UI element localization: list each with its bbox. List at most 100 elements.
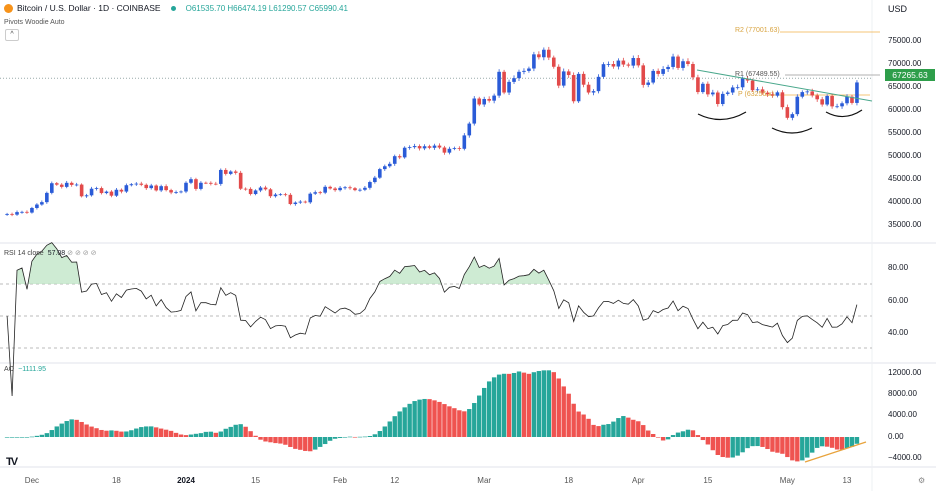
candle-body bbox=[94, 188, 99, 189]
ao-bar bbox=[64, 421, 69, 437]
candle-body bbox=[387, 163, 392, 167]
ao-bar bbox=[367, 436, 373, 437]
ao-bar bbox=[472, 403, 477, 437]
candle-body bbox=[15, 212, 19, 215]
rsi-tick-label: 80.00 bbox=[888, 263, 909, 272]
symbol-header[interactable]: Bitcoin / U.S. Dollar · 1D · COINBASE O6… bbox=[4, 3, 348, 13]
candle-body bbox=[402, 147, 407, 158]
candle-body bbox=[273, 194, 278, 197]
candle-body bbox=[397, 156, 402, 158]
candle-body bbox=[750, 80, 755, 91]
candle-body bbox=[20, 211, 24, 213]
candle-body bbox=[621, 60, 626, 65]
ao-bar bbox=[576, 411, 581, 437]
indicator-label[interactable]: Pivots Woodie Auto bbox=[4, 19, 65, 26]
ao-bar bbox=[283, 437, 288, 445]
candle-body bbox=[517, 71, 521, 79]
ao-bar bbox=[720, 437, 725, 458]
ao-bar bbox=[462, 411, 467, 437]
candle-body bbox=[765, 92, 770, 95]
candle-body bbox=[209, 182, 213, 184]
candle-body bbox=[238, 172, 243, 189]
candle-body bbox=[10, 213, 14, 215]
ao-bar bbox=[541, 370, 547, 437]
ao-bar bbox=[655, 437, 661, 438]
time-axis-label: 15 bbox=[703, 476, 713, 485]
ao-legend[interactable]: AO −1111.95 bbox=[4, 366, 46, 373]
ao-bar bbox=[621, 416, 626, 437]
candle-body bbox=[720, 93, 725, 105]
settings-icon[interactable]: ⚙ bbox=[918, 476, 926, 485]
ao-bar bbox=[362, 436, 368, 438]
price-tick-label: 75000.00 bbox=[888, 36, 922, 45]
ao-bar bbox=[228, 426, 233, 437]
candle-body bbox=[512, 78, 516, 82]
ao-bar bbox=[790, 437, 795, 461]
candle-body bbox=[830, 95, 834, 107]
candle-body bbox=[760, 89, 765, 93]
ao-bar bbox=[785, 437, 790, 458]
candle-body bbox=[303, 201, 308, 203]
rsi-label: RSI 14 close bbox=[4, 250, 44, 257]
candle-body bbox=[646, 82, 651, 85]
candle-body bbox=[576, 73, 581, 102]
ao-bar bbox=[29, 436, 35, 438]
candle-body bbox=[124, 185, 129, 192]
candle-body bbox=[586, 84, 591, 93]
candle-body bbox=[855, 82, 859, 103]
ao-bar bbox=[114, 430, 119, 437]
ao-bar bbox=[193, 433, 199, 437]
candle-body bbox=[740, 78, 745, 88]
candle-body bbox=[537, 54, 541, 58]
ao-bar bbox=[397, 411, 402, 437]
ao-bar bbox=[546, 370, 552, 437]
candle-body bbox=[184, 182, 188, 192]
ao-bar bbox=[810, 437, 815, 453]
candle-body bbox=[755, 89, 760, 91]
time-axis-label: 15 bbox=[251, 476, 261, 485]
ao-bar bbox=[317, 437, 323, 447]
ao-bar bbox=[437, 401, 442, 437]
ao-bar bbox=[84, 424, 89, 437]
time-axis-label: 13 bbox=[842, 476, 852, 485]
ao-bar bbox=[556, 378, 561, 437]
ao-bar bbox=[755, 437, 760, 447]
candle-body bbox=[661, 69, 665, 74]
collapse-indicators-button[interactable]: ^ bbox=[5, 29, 19, 41]
ao-bar bbox=[173, 432, 179, 437]
candle-body bbox=[99, 188, 104, 194]
rsi-legend[interactable]: RSI 14 close 57.08 ⊘ ⊘ ⊘ ⊘ bbox=[4, 250, 97, 257]
time-axis-label: 18 bbox=[111, 476, 121, 485]
candle-body bbox=[283, 194, 288, 196]
candle-body bbox=[223, 169, 228, 174]
candle-body bbox=[601, 64, 606, 77]
ao-bar bbox=[566, 393, 571, 437]
ao-bar bbox=[392, 416, 397, 437]
candle-body bbox=[472, 98, 477, 124]
candle-body bbox=[333, 188, 337, 191]
ao-bar bbox=[606, 424, 611, 437]
ao-bar bbox=[819, 437, 825, 447]
ao-bar bbox=[641, 425, 646, 437]
candle-body bbox=[228, 171, 233, 174]
ao-bar bbox=[119, 431, 124, 437]
candle-body bbox=[701, 83, 705, 93]
candle-body bbox=[89, 188, 94, 196]
tradingview-logo[interactable]: TV bbox=[6, 456, 18, 468]
ao-bar bbox=[457, 410, 462, 437]
candle-body bbox=[845, 96, 849, 104]
ao-bar bbox=[650, 433, 656, 437]
price-tick-label: 45000.00 bbox=[888, 174, 922, 183]
ao-bar bbox=[715, 437, 720, 455]
candle-body bbox=[139, 183, 144, 185]
candle-body bbox=[5, 213, 9, 215]
candle-body bbox=[233, 171, 238, 173]
candle-body bbox=[581, 73, 586, 85]
candle-body bbox=[179, 191, 183, 193]
ao-bar bbox=[54, 426, 59, 437]
ao-bar bbox=[581, 414, 586, 437]
candle-body bbox=[59, 184, 64, 187]
currency-selector[interactable]: USD bbox=[888, 4, 908, 14]
price-tick-label: 70000.00 bbox=[888, 59, 922, 68]
